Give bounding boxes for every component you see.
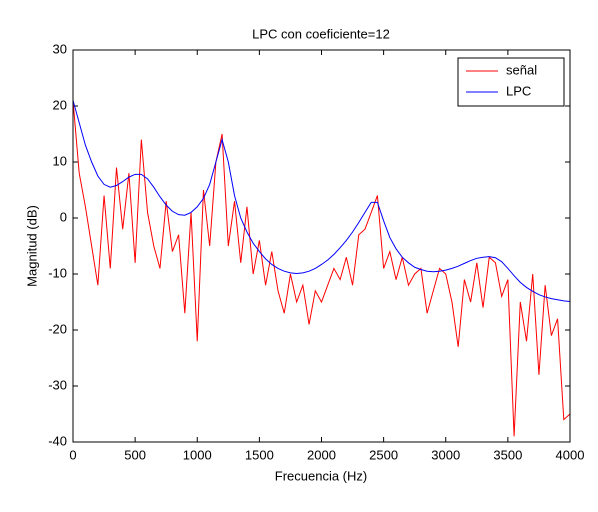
x-tick-label: 0 [69,447,76,462]
y-tick-label: -40 [48,433,67,448]
x-axis-label: Frecuencia (Hz) [275,468,367,483]
x-tick-label: 1000 [183,447,212,462]
y-tick-label: 10 [53,153,67,168]
legend-label: señal [506,62,537,77]
y-tick-label: -30 [48,377,67,392]
y-tick-label: -20 [48,321,67,336]
line-series [72,100,571,302]
y-tick-label: 20 [53,97,67,112]
x-tick-label: 1500 [245,447,274,462]
x-tick-label: 2500 [369,447,398,462]
y-tick-label: 30 [53,41,67,56]
y-tick-label: 0 [60,209,67,224]
chart-title: LPC con coeficiente=12 [252,26,390,41]
x-tick-label: 500 [124,447,146,462]
x-tick-label: 3500 [493,447,522,462]
line-series [72,100,571,437]
plot-frame [72,49,571,443]
legend-box [457,57,565,107]
y-axis-label: Magnitud (dB) [24,205,39,287]
x-tick-label: 3000 [431,447,460,462]
x-tick-label: 4000 [556,447,585,462]
y-tick-label: -10 [48,265,67,280]
x-tick-label: 2000 [307,447,336,462]
legend-label: LPC [506,83,531,98]
